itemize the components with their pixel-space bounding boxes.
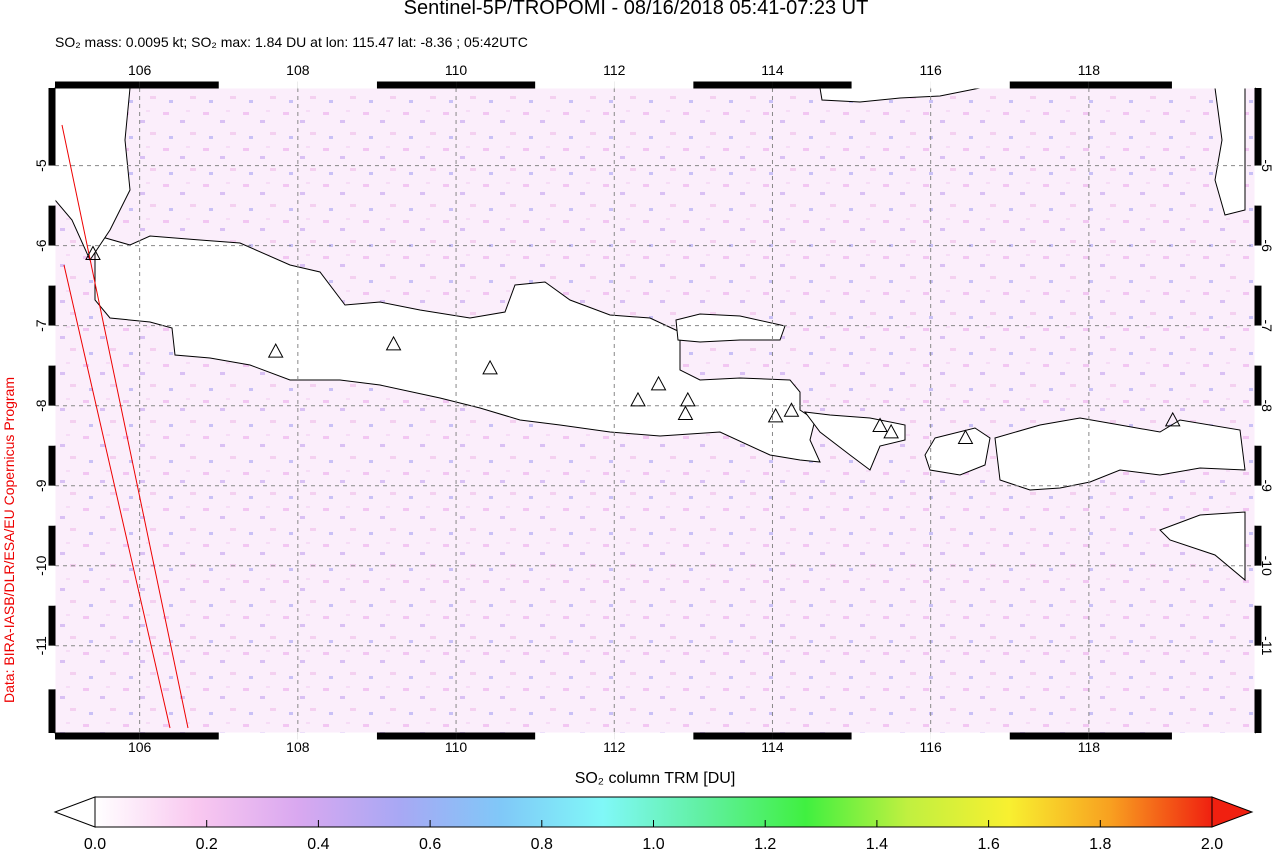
x-tick-label: 118 [1078,739,1101,755]
x-tick-label: 114 [761,739,784,755]
volcano [872,417,888,433]
colorbar-tick-label: 0.2 [196,836,218,853]
volcano [767,407,784,423]
x-tick-label: 108 [286,62,310,78]
y-tick-label: -5 [1259,159,1272,172]
colorbar-tick-label: 1.4 [866,836,888,853]
x-tick-label: 108 [286,739,310,755]
y-tick-label: -9 [1259,479,1272,492]
x-tick-label: 114 [761,62,784,78]
madura [675,313,786,343]
volcano [677,405,694,421]
grid [55,88,1255,733]
swath-edge [63,264,171,729]
y-tick-label: -10 [1259,556,1272,576]
lombok [924,427,991,476]
volcano [85,245,101,260]
volcano [883,423,899,439]
x-tick-label: 116 [920,739,943,755]
sumbawa [994,417,1246,491]
volcano [385,335,402,351]
colorbar-tick-label: 1.2 [754,836,776,853]
colorbar-over [1211,796,1254,828]
y-tick-label: -11 [33,636,49,655]
x-tick-label: 112 [603,739,626,755]
volcano [679,391,696,407]
x-tick-label: 118 [1078,62,1101,78]
y-tick-label: -11 [1259,636,1272,655]
swath-edge [61,124,189,729]
frame-ticks: 106 106 108 108 110 110 112 112 114 114 116 116 118 1… [33,62,1272,755]
x-tick-label: 112 [603,62,626,78]
y-tick-label: -8 [33,399,49,412]
colorbar-tick-label: 0.4 [307,836,329,853]
colorbar-tick-label: 1.6 [977,836,999,853]
volcano [957,429,974,445]
sulawesi [1214,87,1246,216]
x-tick-label: 110 [445,62,468,78]
y-tick-label: -6 [1259,239,1272,252]
colorbar-tick-label: 0.8 [531,836,553,853]
y-tick-label: -7 [33,319,49,332]
volcano [482,359,498,375]
colorbar-ticks: 0.0 0.2 0.4 0.6 0.8 1.0 1.2 1.4 1.6 1.8 2.0 [84,820,1223,853]
colorbar-tick-label: 1.0 [642,836,664,853]
java [94,234,821,463]
sumatra [54,87,131,262]
volcano [267,343,284,358]
x-tick-label: 116 [920,62,943,78]
colorbar-label: SO₂ column TRM [DU] [575,770,736,787]
bali [803,411,906,471]
y-tick-label: -9 [33,479,49,492]
title: Sentinel-5P/TROPOMI - 08/16/2018 05:41-0… [404,0,869,19]
y-tick-label: -6 [33,239,49,252]
volcano [650,375,667,391]
sumba [1159,511,1246,582]
y-tick-label: -10 [33,555,49,575]
x-tick-label: 106 [128,62,152,78]
source-note: Data: BIRA-IASB/DLR/ESA/EU Copernicus Pr… [1,377,17,703]
colorbar-tick-label: 2.0 [1201,836,1223,853]
colorbar-under [53,796,96,828]
x-tick-label: 110 [445,739,468,755]
volcano [630,391,646,407]
colorbar-tick-label: 0.0 [84,836,106,853]
coastlines [54,87,1246,582]
volcano [1164,411,1181,427]
volcanoes [85,245,1181,445]
x-tick-label: 106 [128,739,152,755]
colorbar-tick-label: 1.8 [1089,836,1111,853]
y-tick-label: -7 [1259,319,1272,332]
volcano [783,402,800,417]
y-tick-label: -8 [1259,399,1272,412]
y-tick-label: -5 [33,159,49,172]
subtitle: SO₂ mass: 0.0095 kt; SO₂ max: 1.84 DU at… [55,34,528,50]
colorbar-tick-label: 0.6 [419,836,441,853]
